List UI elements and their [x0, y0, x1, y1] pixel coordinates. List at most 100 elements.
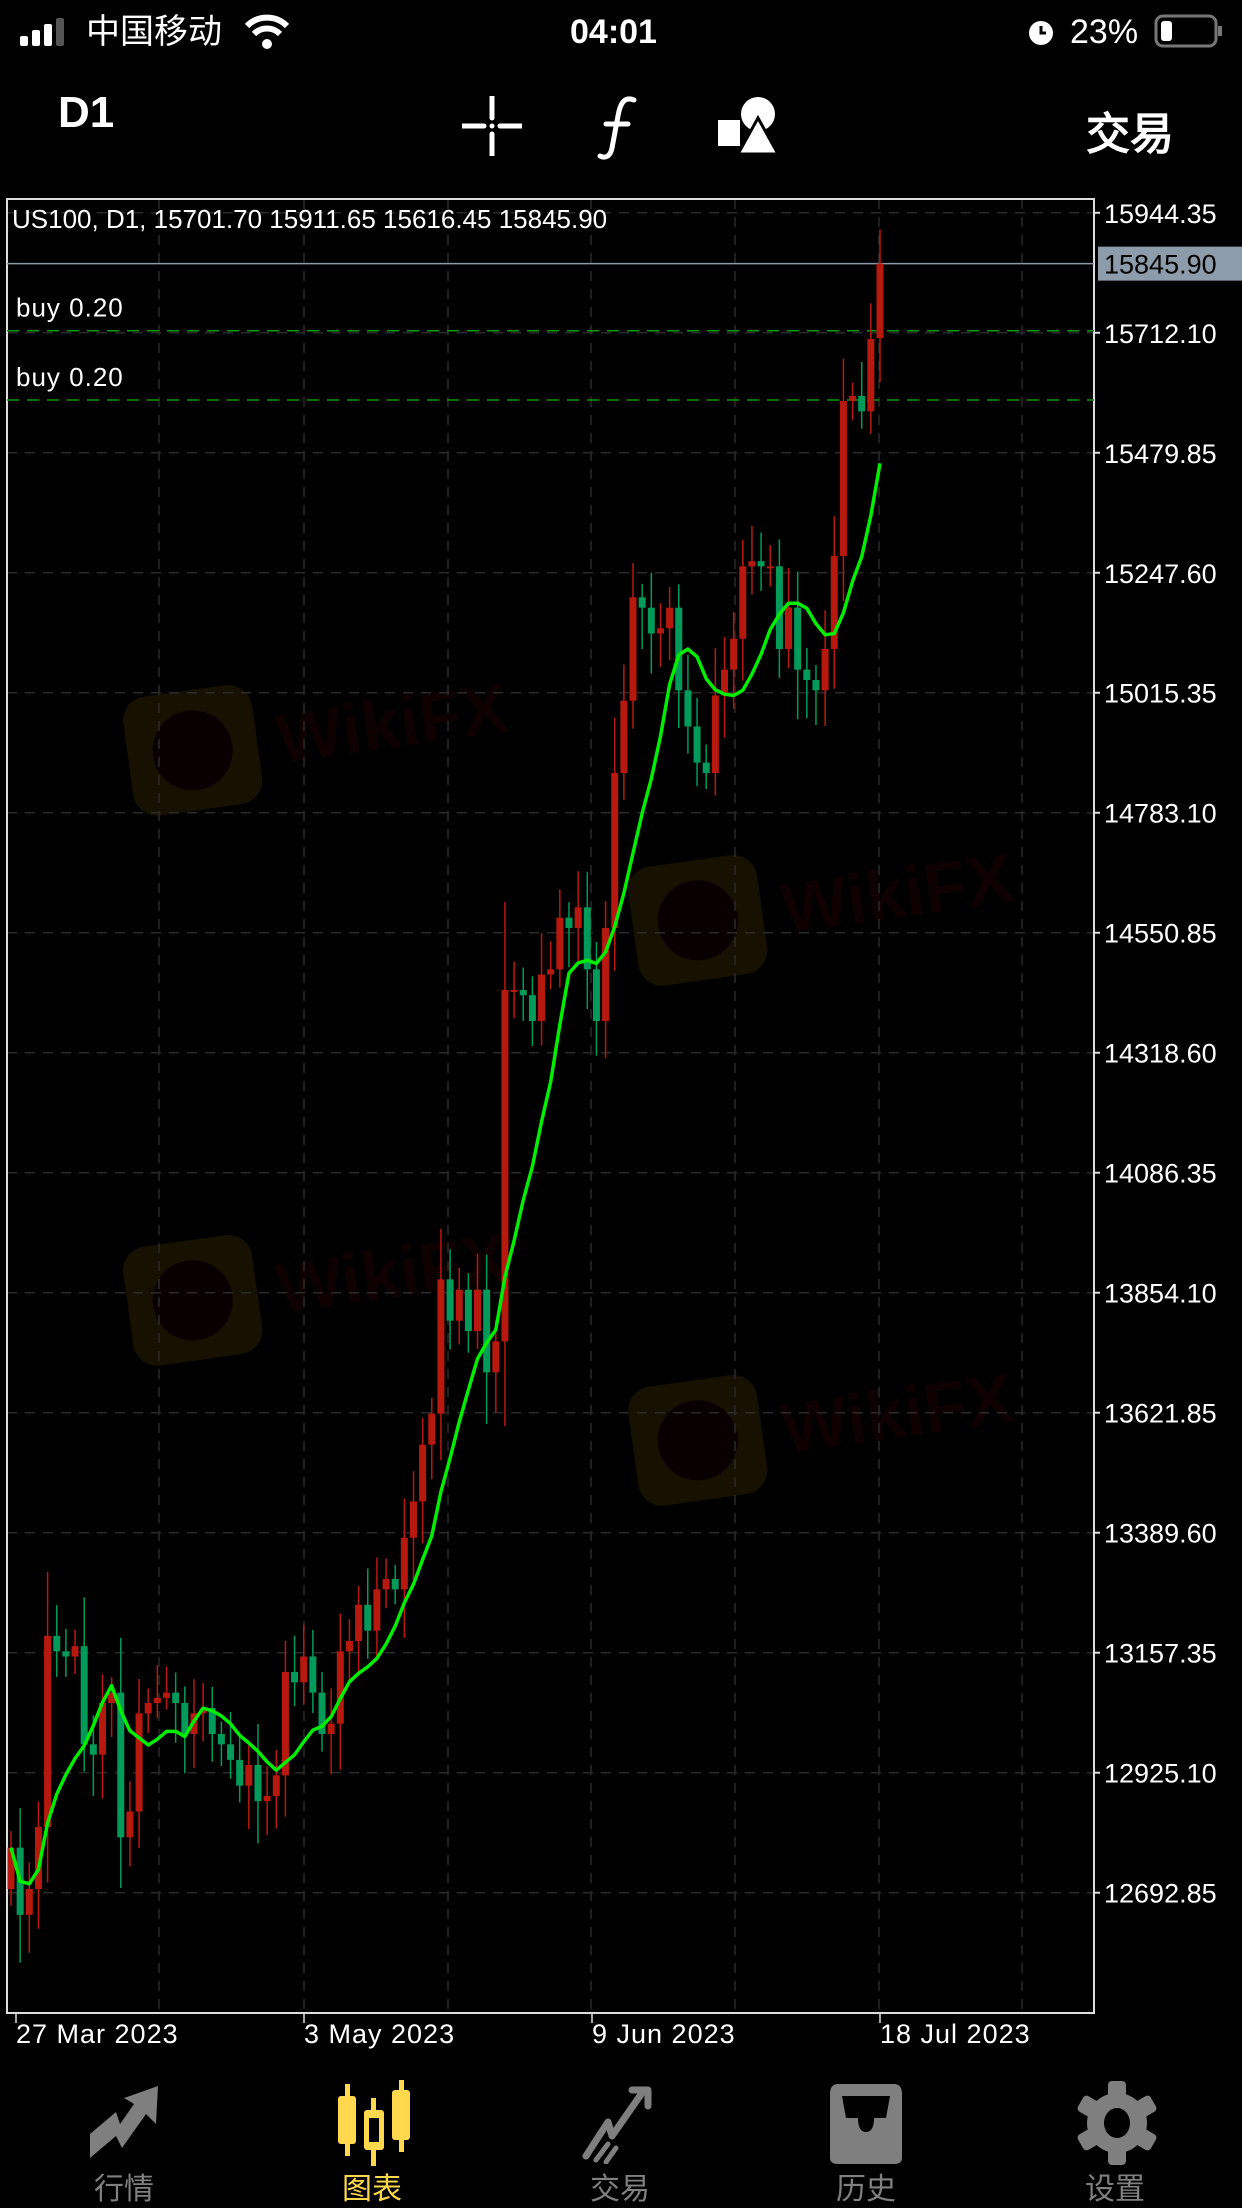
watermark-badge [123, 1235, 263, 1366]
status-bar: 中国移动 04:01 23% [0, 0, 1242, 60]
candle-body [236, 1759, 244, 1786]
candle-body [464, 1289, 472, 1332]
candle-body [858, 395, 866, 412]
nav-quotes[interactable]: 行情 [24, 2070, 224, 2208]
y-axis-label: 13389.60 [1104, 1519, 1217, 1549]
candle-body [291, 1672, 299, 1683]
order-label: buy 0.20 [16, 293, 124, 323]
candle-body [117, 1692, 125, 1838]
candle-body [373, 1589, 381, 1631]
candle-body [501, 990, 509, 1342]
candle-body [345, 1641, 353, 1652]
candle-body [867, 339, 875, 412]
candle-body [135, 1713, 143, 1812]
candle-body [583, 907, 591, 970]
candle-body [44, 1635, 52, 1828]
alarm-icon [1029, 21, 1053, 45]
watermark-eagle-icon [152, 710, 233, 791]
candle-body [437, 1279, 445, 1414]
candle-body [794, 607, 802, 670]
candle-body [684, 690, 692, 727]
chart-info-line: US100, D1, 15701.70 15911.65 15616.45 15… [12, 204, 607, 234]
watermark-badge [123, 685, 263, 816]
candle-body [263, 1796, 271, 1802]
candle-body [336, 1651, 344, 1724]
watermark-text: WikiFX [777, 838, 1019, 948]
function-icon[interactable] [596, 96, 640, 160]
settings-icon [1077, 2081, 1157, 2165]
price-chart[interactable]: WikiFX WikiFX WikiFX WikiFX buy 0.20 buy 0.20… [0, 190, 1242, 2050]
candle-body [181, 1703, 189, 1735]
candle-body [272, 1775, 280, 1797]
candle-body [574, 907, 582, 929]
candle-body [730, 638, 738, 670]
candle-body [629, 597, 637, 701]
moving-average-line [9, 462, 882, 1886]
nav-label: 设置 [1085, 2173, 1145, 2206]
watermark-badge [628, 855, 768, 986]
candle-body [89, 1744, 97, 1755]
candle-body [528, 995, 536, 1022]
candle-body [638, 597, 646, 608]
candle-body [80, 1646, 88, 1745]
x-axis-label: 9 Jun 2023 [592, 2019, 736, 2049]
history-icon [830, 2084, 902, 2164]
timeframe-button[interactable]: D1 [58, 88, 115, 137]
watermark-logo: WikiFX [628, 838, 1019, 986]
y-axis-label: 13621.85 [1104, 1399, 1217, 1429]
candle-body [876, 263, 884, 339]
crosshair-icon[interactable] [462, 96, 522, 156]
nav-chart[interactable]: 图表 [272, 2070, 472, 2208]
watermark-eagle-icon [657, 880, 738, 961]
candle-body [474, 1289, 482, 1332]
candle-body [391, 1579, 399, 1590]
candle-body [409, 1501, 417, 1538]
candle-body [400, 1537, 408, 1590]
candle-body [519, 990, 527, 996]
candle-body [766, 566, 774, 569]
candle-body [446, 1279, 454, 1321]
nav-history[interactable]: 历史 [766, 2070, 966, 2208]
candle-body [254, 1765, 262, 1802]
candle-body [693, 726, 701, 763]
candle-body [812, 680, 820, 691]
watermark-badge [628, 1375, 768, 1506]
candle-body [739, 566, 747, 639]
current-price-label: 15845.90 [1104, 250, 1217, 280]
candle-body [144, 1703, 152, 1714]
candle-body [455, 1289, 463, 1321]
candle-body [355, 1604, 363, 1642]
candle-body [656, 628, 664, 634]
watermark-eagle-icon [657, 1400, 738, 1481]
signal-icon [20, 18, 64, 46]
candle-body [556, 917, 564, 970]
watermark-logo: WikiFX [123, 668, 513, 816]
carrier-name: 中国移动 [86, 13, 222, 51]
objects-icon[interactable] [716, 96, 780, 156]
candle-body [126, 1811, 134, 1838]
y-axis-label: 14086.35 [1104, 1159, 1217, 1189]
candle-body [592, 969, 600, 1022]
candle-body [775, 566, 783, 650]
nav-settings[interactable]: 设置 [1015, 2070, 1215, 2208]
candle-body [62, 1651, 70, 1657]
watermark-eagle-icon [152, 1260, 233, 1341]
trade-button[interactable]: 交易 [1086, 110, 1174, 159]
candle-body [217, 1734, 225, 1745]
y-axis-label: 14783.10 [1104, 799, 1217, 829]
candle-body [483, 1289, 491, 1373]
y-axis-label: 15015.35 [1104, 679, 1217, 709]
wifi-icon [244, 14, 290, 49]
y-axis-label: 13157.35 [1104, 1639, 1217, 1669]
watermark-logo: WikiFX [628, 1358, 1018, 1506]
nav-label: 历史 [836, 2173, 896, 2206]
y-axis-label: 12925.10 [1104, 1759, 1217, 1789]
order-label: buy 0.20 [16, 362, 124, 392]
candle-body [821, 649, 829, 691]
nav-label: 行情 [94, 2173, 154, 2206]
candle-body [227, 1744, 235, 1760]
nav-trade[interactable]: 交易 [520, 2070, 720, 2208]
y-axis-label: 15712.10 [1104, 319, 1217, 349]
candle-body [25, 1889, 33, 1915]
candle-body [309, 1656, 317, 1693]
